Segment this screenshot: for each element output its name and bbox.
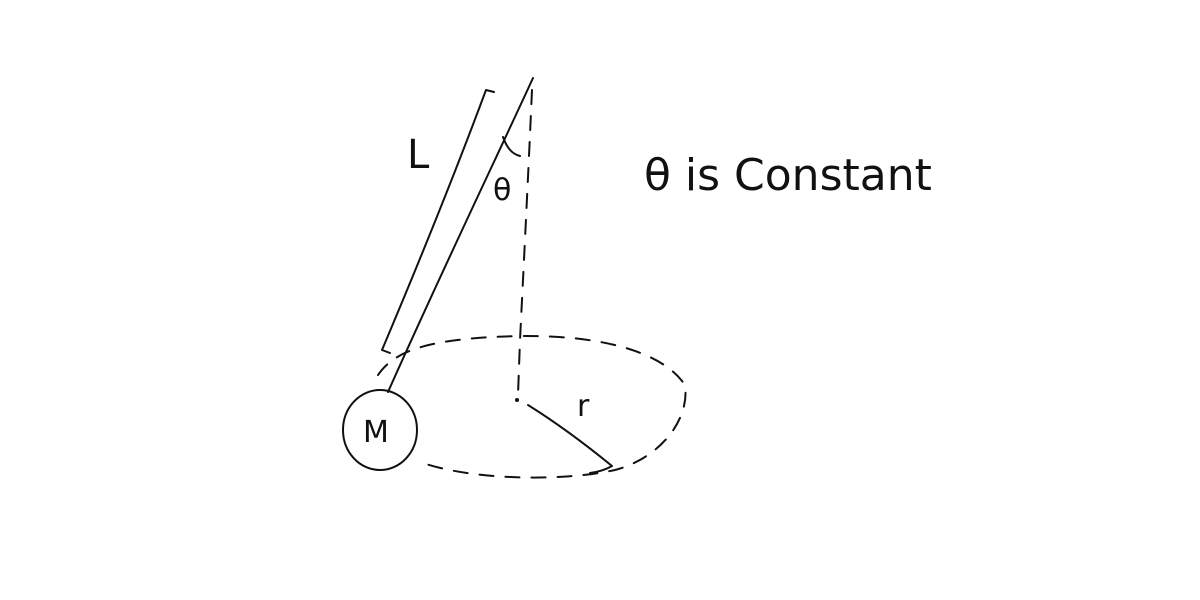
center-point [515,398,519,402]
angle-arc [502,136,521,157]
pendulum-string [387,77,534,393]
mass-label: M [363,415,389,450]
radius-label: r [577,389,590,424]
mass-bob [342,389,418,471]
note-text: θ is Constant [644,150,932,201]
length-bracket [381,89,495,354]
length-label: L [407,132,430,178]
angle-label: θ [493,173,511,208]
vertical-axis-dashed [517,89,533,396]
radius-line [527,404,613,474]
circular-path-dashed [377,334,687,479]
